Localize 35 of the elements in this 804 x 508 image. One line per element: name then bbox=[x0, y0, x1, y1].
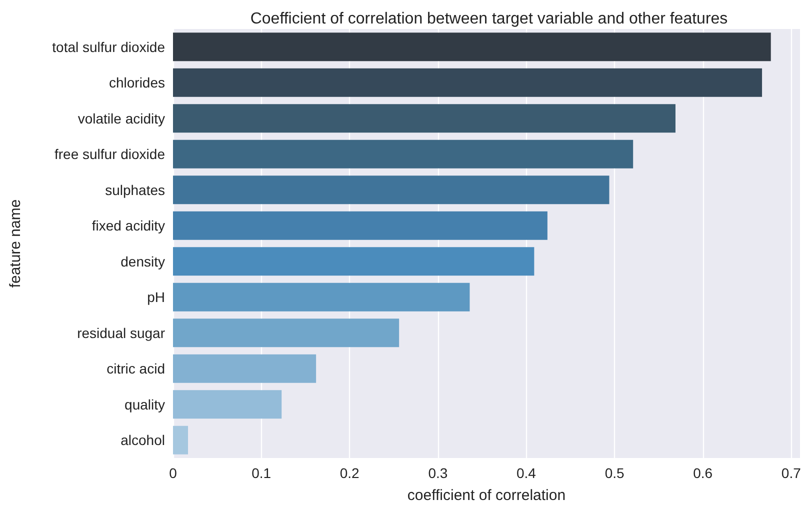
y-axis-title: feature name bbox=[7, 199, 24, 288]
bar bbox=[173, 426, 188, 454]
chart-title: Coefficient of correlation between target variable and other features bbox=[250, 10, 728, 28]
bar bbox=[173, 68, 762, 97]
y-tick-label: fixed acidity bbox=[92, 218, 165, 234]
x-tick-label: 0 bbox=[169, 465, 178, 481]
bar bbox=[173, 32, 771, 62]
y-tick-label: free sulfur dioxide bbox=[54, 146, 166, 162]
bar bbox=[173, 354, 316, 383]
y-tick-label: chlorides bbox=[108, 74, 165, 91]
x-tick-label: 0.4 bbox=[516, 465, 536, 481]
y-tick-label: total sulfur dioxide bbox=[52, 38, 166, 55]
y-tick-label: alcohol bbox=[120, 432, 165, 448]
bar bbox=[173, 211, 548, 240]
bar bbox=[173, 104, 676, 133]
y-tick-label: citric acid bbox=[106, 360, 165, 377]
bar bbox=[173, 247, 534, 276]
y-tick-label: volatile acidity bbox=[78, 110, 165, 126]
bar bbox=[173, 390, 282, 419]
x-tick-label: 0.3 bbox=[428, 465, 448, 481]
bar bbox=[173, 282, 470, 312]
x-tick-label: 0.2 bbox=[340, 465, 360, 481]
x-axis-title: coefficient of correlation bbox=[407, 487, 566, 504]
x-tick-label: 0.7 bbox=[781, 465, 802, 481]
y-tick-label: sulphates bbox=[105, 182, 165, 198]
x-tick-label: 0.5 bbox=[604, 465, 624, 481]
y-tick-label: pH bbox=[147, 289, 165, 306]
x-tick-label: 0.6 bbox=[693, 465, 713, 481]
y-tick-label: quality bbox=[124, 396, 165, 412]
bar bbox=[173, 140, 634, 168]
y-tick-label: residual sugar bbox=[77, 324, 166, 341]
bar bbox=[173, 176, 610, 204]
bar bbox=[173, 318, 400, 348]
y-tick-label: density bbox=[120, 253, 165, 270]
x-tick-label: 0.1 bbox=[252, 465, 272, 481]
